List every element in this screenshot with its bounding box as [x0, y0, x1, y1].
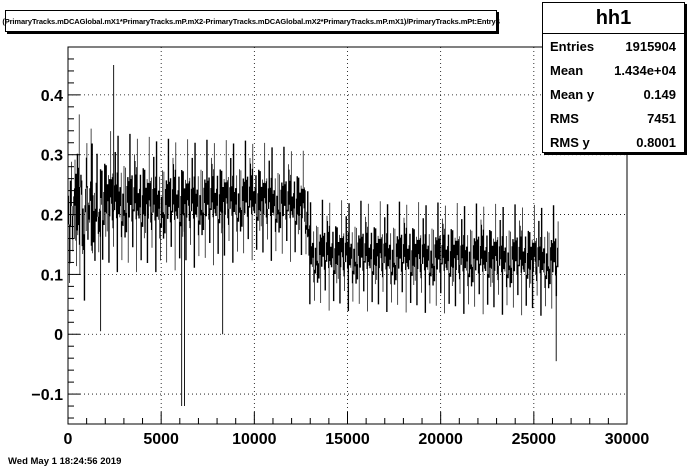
stats-label: Mean y [550, 87, 595, 102]
y-tick-label: 0.1 [41, 267, 63, 284]
y-tick-label: 0.2 [41, 208, 63, 225]
stats-label: RMS [550, 111, 579, 126]
x-tick-label: 25000 [512, 431, 557, 448]
stats-row-rms: RMS 7451 [543, 106, 684, 130]
stats-histogram-name: hh1 [543, 3, 684, 34]
x-tick-label: 0 [64, 431, 73, 448]
axes: 0 5000 10000 15000 20000 25000 30000 −0.1 0 0.1 0.… [31, 46, 650, 448]
stats-value: 0.149 [643, 87, 676, 102]
stats-row-mean: Mean 1.434e+04 [543, 58, 684, 82]
x-tick-label: 15000 [325, 431, 370, 448]
timestamp-footer: Wed May 1 18:24:56 2019 [8, 456, 122, 467]
histogram-title: (PrimaryTracks.mDCAGlobal.mX1*PrimaryTra… [2, 16, 500, 26]
stats-label: RMS y [550, 135, 590, 150]
stats-row-rms-y: RMS y 0.8001 [543, 130, 684, 154]
y-tick-label: 0.4 [41, 88, 63, 105]
stats-row-mean-y: Mean y 0.149 [543, 82, 684, 106]
y-tick-label: 0.3 [41, 148, 63, 165]
x-tick-label: 20000 [418, 431, 463, 448]
stats-label: Entries [550, 39, 595, 54]
x-tick-label: 5000 [143, 431, 179, 448]
x-tick-label: 10000 [232, 431, 277, 448]
stats-value: 7451 [647, 111, 676, 126]
y-tick-label: −0.1 [31, 387, 63, 404]
x-tick-label: 30000 [605, 431, 650, 448]
histogram-title-box: (PrimaryTracks.mDCAGlobal.mX1*PrimaryTra… [2, 10, 500, 32]
stats-value: 0.8001 [636, 135, 676, 150]
y-tick-label: 0 [54, 327, 63, 344]
stats-row-entries: Entries 1915904 [543, 34, 684, 58]
data-series [67, 64, 559, 407]
data-trace [67, 114, 559, 316]
stats-value: 1.434e+04 [614, 63, 676, 78]
stats-label: Mean [550, 63, 584, 78]
stats-value: 1915904 [625, 39, 676, 54]
stats-box: hh1 Entries 1915904 Mean 1.434e+04 Mean … [542, 2, 685, 153]
